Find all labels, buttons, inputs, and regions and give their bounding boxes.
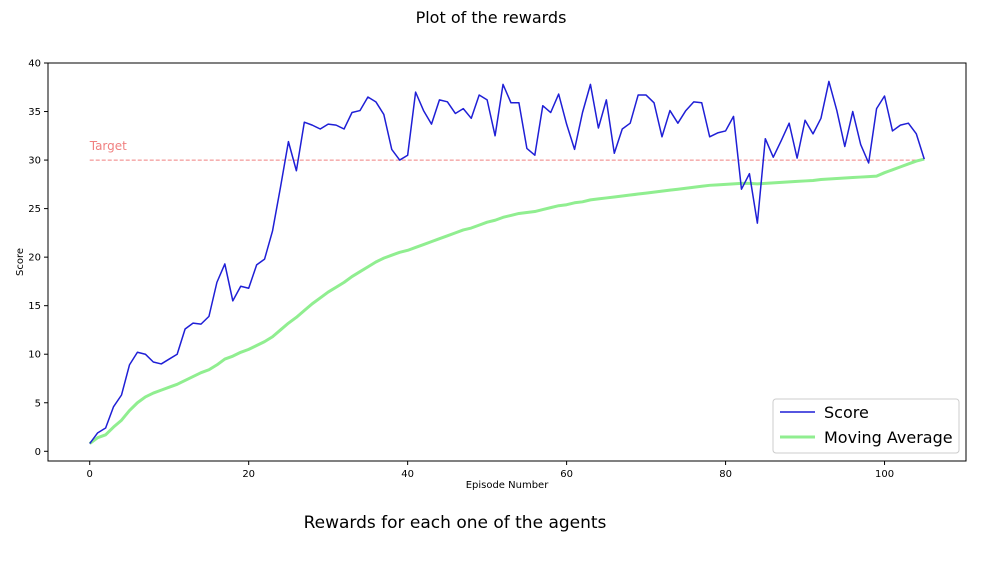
x-tick-label: 80 [719, 469, 732, 480]
score-line [89, 80, 925, 444]
target-annotation: Target [89, 139, 925, 161]
moving-average-line [88, 157, 925, 445]
chart-title: Plot of the rewards [416, 8, 567, 27]
y-tick-label: 40 [28, 59, 41, 70]
plot-area [47, 62, 967, 462]
x-axis-label: Episode Number [466, 480, 550, 491]
legend-label-score: Score [824, 403, 869, 422]
x-tick-label: 0 [87, 469, 93, 480]
y-tick-label: 20 [28, 253, 41, 264]
y-tick-label: 10 [28, 350, 41, 361]
legend-label-moving-average: Moving Average [824, 428, 953, 447]
x-tick-label: 40 [401, 469, 414, 480]
target-label: Target [89, 139, 127, 153]
legend: Score Moving Average [772, 398, 960, 454]
y-tick-label: 5 [35, 398, 41, 409]
chart-caption: Rewards for each one of the agents [304, 513, 607, 533]
y-axis: 0 5 10 15 20 25 30 35 40 [28, 59, 48, 458]
y-tick-label: 25 [28, 204, 41, 215]
series-layer [88, 80, 925, 445]
x-tick-label: 20 [242, 469, 255, 480]
x-tick-label: 60 [560, 469, 573, 480]
y-tick-label: 35 [28, 107, 41, 118]
y-tick-label: 30 [28, 156, 41, 167]
y-axis-label: Score [15, 248, 26, 276]
x-tick-label: 100 [875, 469, 894, 480]
legend-box [772, 398, 960, 454]
y-tick-label: 0 [35, 447, 41, 458]
y-tick-label: 15 [28, 301, 41, 312]
x-axis: 0 20 40 60 80 100 [87, 461, 894, 480]
